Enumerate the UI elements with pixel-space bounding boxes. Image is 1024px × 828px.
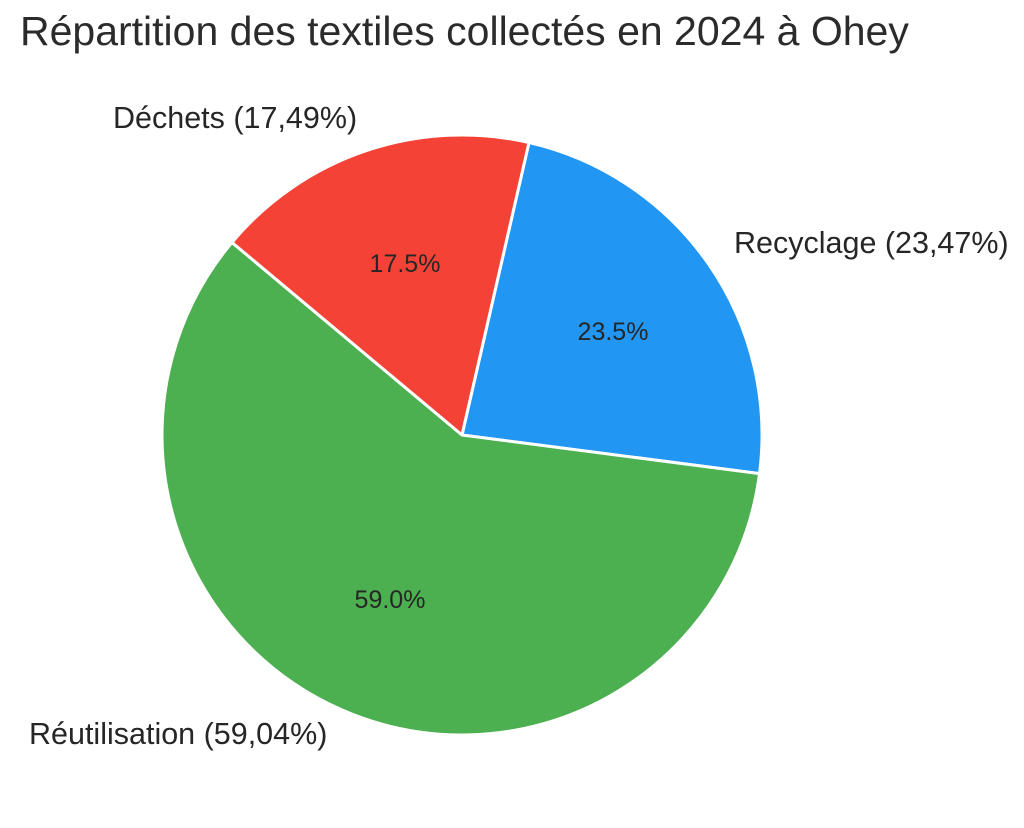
svg-text:23.5%: 23.5%: [578, 318, 649, 346]
svg-text:59.0%: 59.0%: [355, 586, 426, 614]
svg-text:Déchets (17,49%): Déchets (17,49%): [113, 101, 357, 135]
svg-text:Recyclage (23,47%): Recyclage (23,47%): [734, 226, 1009, 260]
svg-text:17.5%: 17.5%: [370, 250, 441, 278]
svg-text:Réutilisation (59,04%): Réutilisation (59,04%): [29, 717, 327, 751]
